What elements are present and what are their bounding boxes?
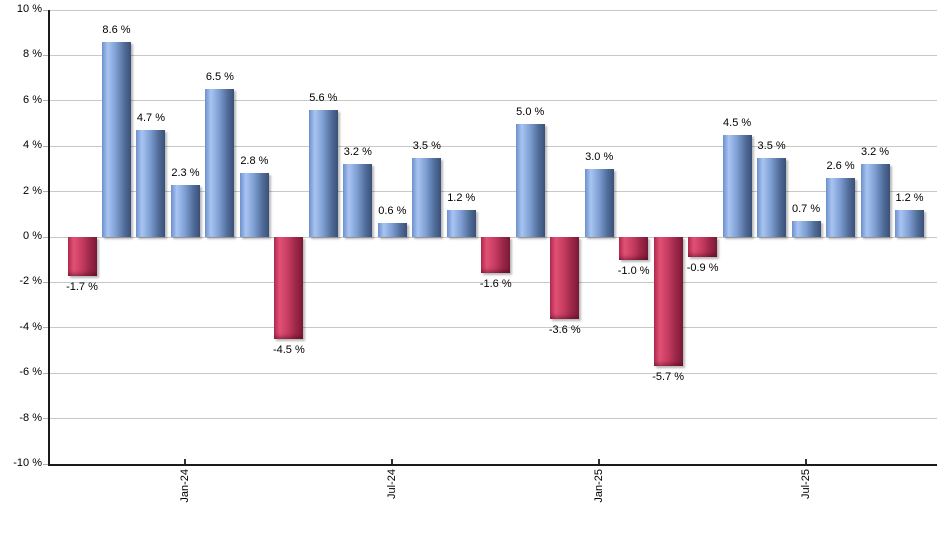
bar bbox=[205, 89, 235, 237]
bar bbox=[101, 41, 131, 237]
y-axis-tick-label: -10 % bbox=[13, 457, 42, 469]
y-axis-tick-label: -8 % bbox=[19, 411, 42, 424]
bar-value-label: 8.6 % bbox=[102, 23, 131, 36]
bar-value-label: -1.7 % bbox=[66, 280, 98, 293]
bar-value-label: 1.2 % bbox=[447, 191, 476, 204]
gridline bbox=[50, 418, 937, 420]
x-axis-tick-label: Jul-24 bbox=[386, 469, 399, 499]
gridline bbox=[50, 54, 937, 56]
bar-value-label: -1.6 % bbox=[479, 278, 512, 291]
bar bbox=[619, 237, 649, 260]
bar bbox=[584, 168, 614, 237]
bar-value-label: -0.9 % bbox=[686, 262, 719, 275]
bar-value-label: -1.0 % bbox=[617, 264, 650, 277]
y-axis-tick-label: -6 % bbox=[19, 366, 42, 379]
bar bbox=[308, 109, 338, 237]
bar bbox=[860, 164, 890, 237]
gridline bbox=[50, 9, 937, 11]
x-axis-tick bbox=[805, 459, 808, 464]
x-axis-tick-label: Jan-24 bbox=[179, 469, 192, 503]
gridline bbox=[50, 191, 937, 193]
bar-value-label: 5.0 % bbox=[516, 105, 545, 118]
bar-value-label: 2.8 % bbox=[240, 155, 269, 168]
bar-value-label: 2.3 % bbox=[171, 166, 200, 179]
bar-value-label: 6.5 % bbox=[205, 71, 234, 84]
bar-value-label: 1.2 % bbox=[895, 191, 924, 204]
bar-value-label: 3.0 % bbox=[585, 150, 614, 163]
bar-value-label: 3.5 % bbox=[757, 139, 786, 152]
x-axis-tick-label: Jan-25 bbox=[593, 469, 606, 503]
y-axis-tick-label: -4 % bbox=[19, 320, 42, 333]
bar bbox=[826, 177, 856, 237]
gridline bbox=[50, 372, 937, 374]
bar-value-label: -3.6 % bbox=[548, 323, 581, 336]
bar bbox=[239, 173, 269, 237]
bar bbox=[481, 237, 511, 274]
y-axis-tick-label: 0 % bbox=[23, 230, 42, 242]
gridline bbox=[50, 327, 937, 329]
bar bbox=[550, 237, 580, 319]
y-axis-tick-label: 2 % bbox=[23, 184, 42, 197]
gridline bbox=[50, 100, 937, 102]
y-axis-tick-label: 4 % bbox=[23, 139, 42, 152]
y-axis-tick-label: -2 % bbox=[19, 275, 42, 288]
bar bbox=[412, 157, 442, 237]
bar-value-label: 3.2 % bbox=[343, 146, 372, 159]
bar-value-label: -5.7 % bbox=[652, 371, 685, 384]
bar bbox=[515, 123, 545, 237]
bar bbox=[895, 209, 925, 237]
bar-value-label: 0.7 % bbox=[792, 203, 821, 216]
gridline bbox=[50, 281, 937, 283]
y-axis-tick-label: 6 % bbox=[23, 93, 42, 106]
x-axis-tick bbox=[184, 459, 187, 464]
bar bbox=[136, 130, 166, 237]
bar-value-label: 2.6 % bbox=[826, 159, 855, 172]
bar bbox=[653, 237, 683, 367]
bar-value-label: 0.6 % bbox=[378, 205, 407, 218]
bar bbox=[757, 157, 787, 237]
bar bbox=[170, 184, 200, 237]
bar-value-label: 3.2 % bbox=[860, 146, 890, 159]
y-axis-tick-label: 10 % bbox=[16, 3, 42, 15]
bar bbox=[343, 164, 373, 237]
y-axis-tick-label: 8 % bbox=[23, 48, 42, 61]
bar-value-label: 3.5 % bbox=[412, 139, 441, 152]
bar-value-label: 5.6 % bbox=[309, 91, 338, 104]
bar bbox=[791, 221, 821, 237]
bar bbox=[722, 134, 752, 237]
bar bbox=[274, 237, 304, 340]
x-axis-tick bbox=[598, 459, 601, 464]
bar bbox=[688, 237, 718, 258]
bar-value-label: 4.5 % bbox=[723, 116, 752, 129]
plot-area: -1.7 % 8.6 % 4.7 % 2.3 % 6.5 % 2.8 % -4.5 % 5.6… bbox=[48, 9, 937, 466]
x-axis-tick-label: Jul-25 bbox=[800, 469, 813, 499]
x-axis-tick bbox=[391, 459, 394, 464]
bar-value-label: -4.5 % bbox=[272, 344, 305, 357]
bar-value-label: 4.7 % bbox=[136, 112, 166, 125]
gridline bbox=[50, 145, 937, 147]
bar bbox=[67, 237, 97, 276]
bar bbox=[377, 223, 407, 237]
bar bbox=[446, 209, 476, 237]
